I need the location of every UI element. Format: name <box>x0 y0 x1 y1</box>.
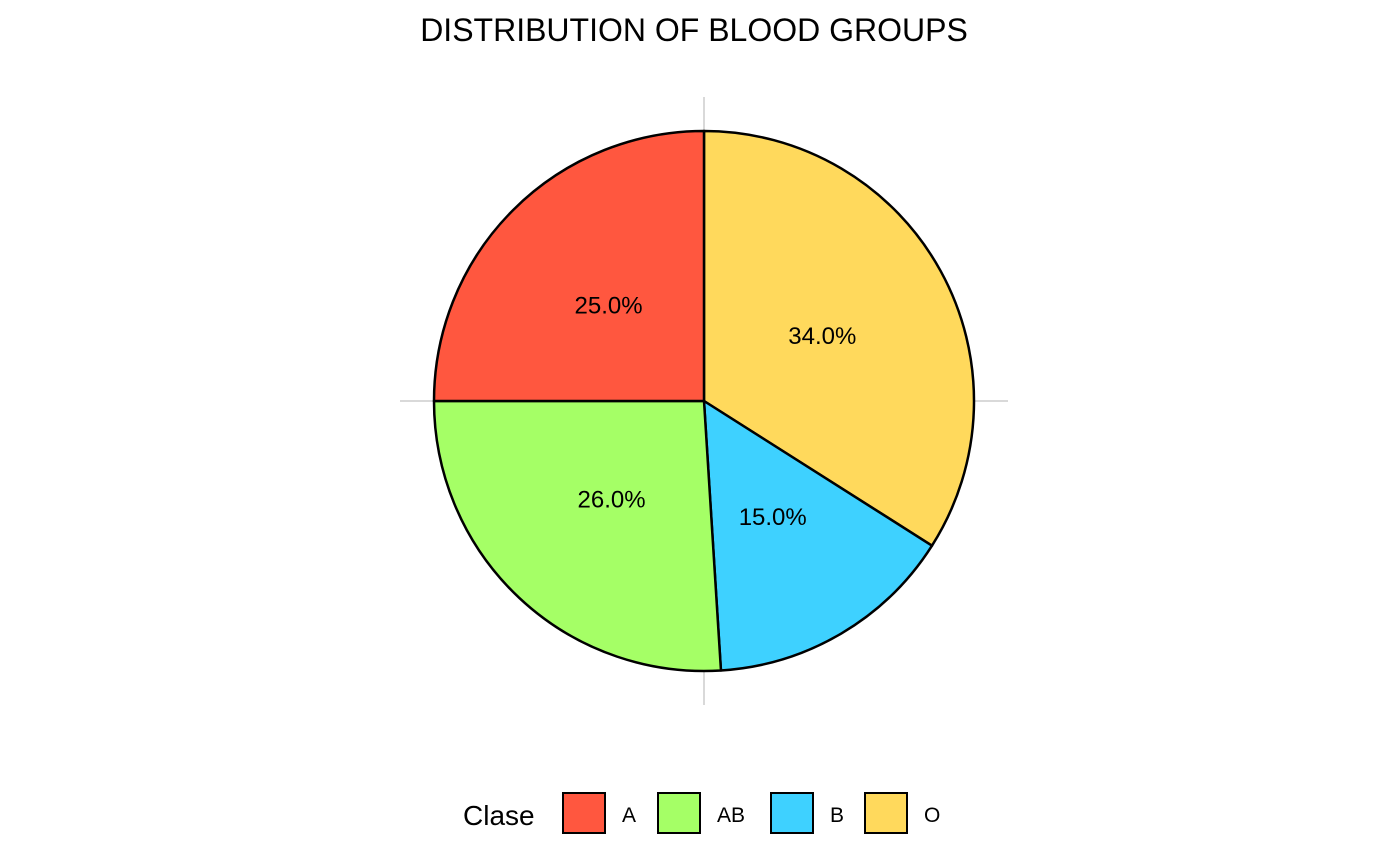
legend-label-o: O <box>924 804 940 827</box>
legend-key-a <box>562 792 606 834</box>
chart-title: DISTRIBUTION OF BLOOD GROUPS <box>420 12 968 48</box>
legend-label-a: A <box>622 804 636 827</box>
slice-label-o: 34.0% <box>788 323 856 350</box>
slice-label-b: 15.0% <box>739 504 807 531</box>
pie-slices <box>432 129 976 673</box>
legend-title: Clase <box>463 800 535 831</box>
legend: Clase A AB B O <box>463 792 940 834</box>
pie-slice-a <box>432 129 706 403</box>
pie-slice-b <box>702 399 934 672</box>
pie-slice-o <box>702 129 976 547</box>
slice-labels: 34.0% 15.0% 26.0% 25.0% <box>575 293 857 532</box>
pie-slice-ab <box>432 399 723 673</box>
legend-key-b <box>770 792 814 834</box>
slice-label-ab: 26.0% <box>578 486 646 513</box>
slice-label-a: 25.0% <box>575 293 643 320</box>
legend-label-b: B <box>830 804 844 827</box>
legend-label-ab: AB <box>717 804 745 827</box>
legend-key-o <box>864 792 908 834</box>
legend-key-ab <box>657 792 701 834</box>
